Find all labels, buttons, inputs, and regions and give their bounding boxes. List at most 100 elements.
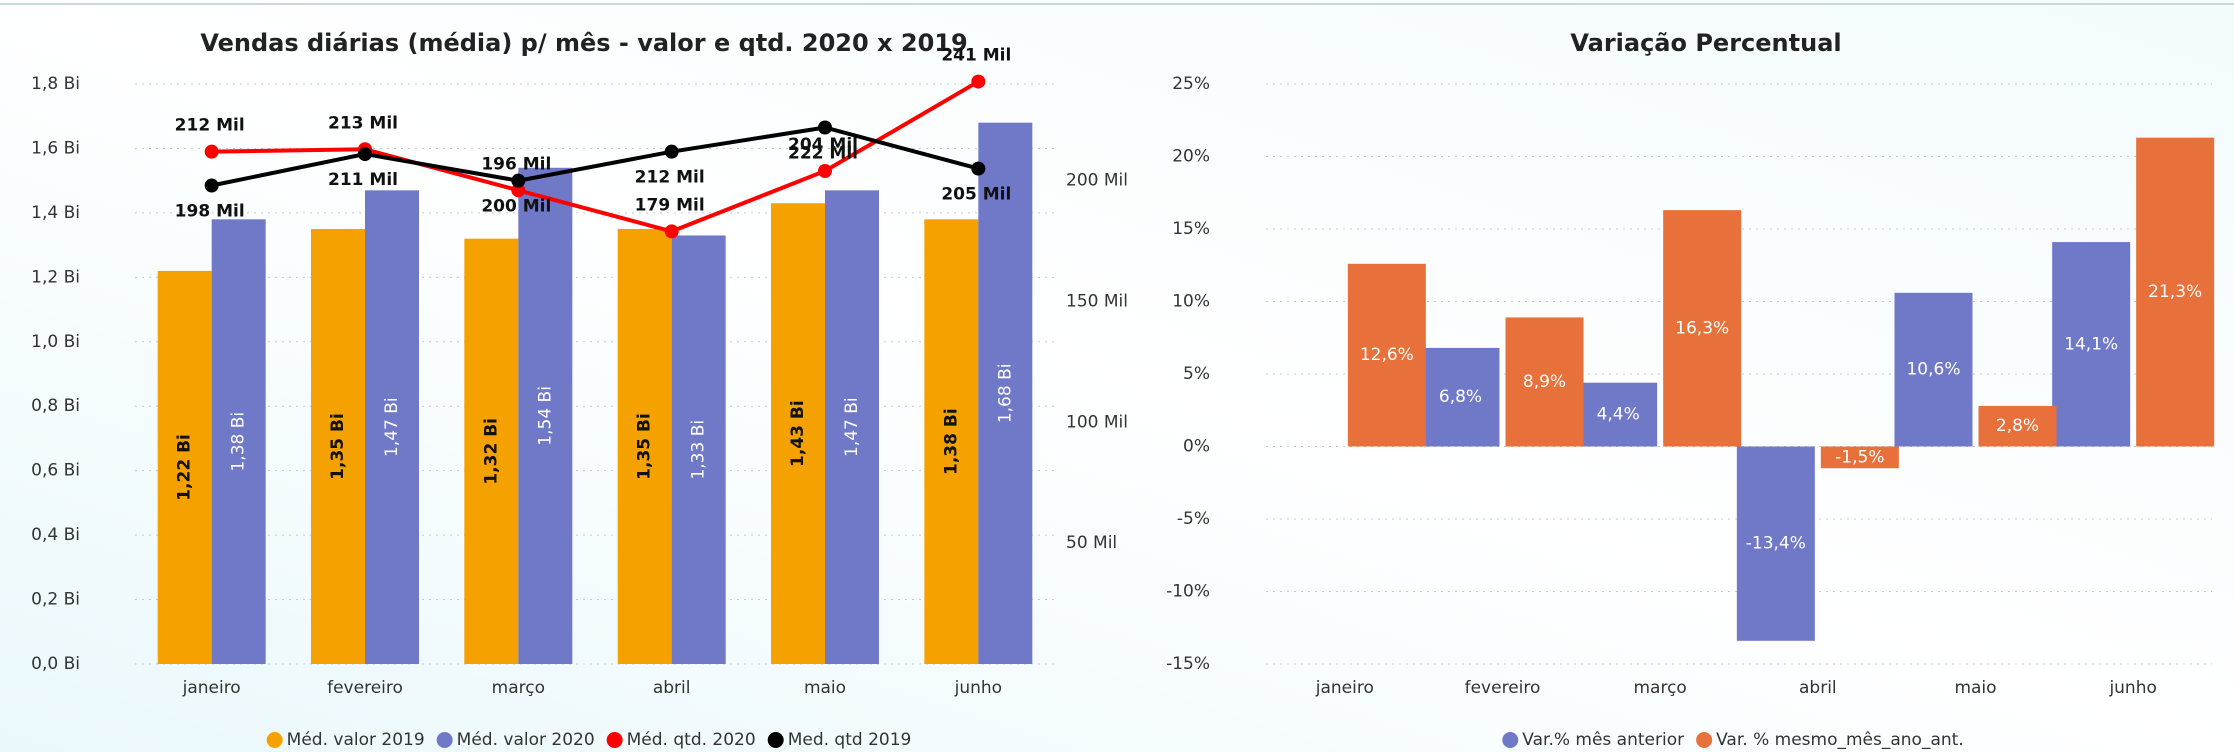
- line-point: [358, 147, 372, 162]
- line-point: [971, 161, 986, 176]
- data-label: 1,38 Bi: [941, 408, 961, 475]
- bar: [311, 229, 365, 664]
- line: [211, 125, 979, 188]
- line-point: [204, 144, 219, 159]
- legend: Méd. valor 2019 Méd. valor 2020 Méd. qtd. …: [266, 730, 912, 750]
- x-tick-label: abril: [653, 678, 691, 698]
- data-label: -1,5%: [1835, 447, 1884, 467]
- legend-label: Var.% mês anterior: [1522, 730, 1684, 750]
- y2-tick-label: 200 Mil: [1066, 171, 1128, 191]
- y-tick-label: 20%: [1172, 147, 1210, 167]
- legend-marker: [436, 732, 453, 748]
- data-label: 10,6%: [1906, 360, 1960, 380]
- line-point: [511, 183, 526, 198]
- legend-label: Med. qtd 2019: [788, 730, 912, 750]
- x-tick-label: abril: [1799, 678, 1837, 698]
- data-label: 4,4%: [1597, 405, 1640, 425]
- bar: [617, 229, 672, 664]
- legend-marker: [266, 732, 283, 748]
- data-label: 212 Mil: [175, 116, 245, 136]
- legend-label: Var. % mesmo_mês_ano_ant.: [1716, 730, 1964, 750]
- y-tick-label: -15%: [1166, 654, 1210, 674]
- y-tick-label: 5%: [1183, 364, 1210, 384]
- x-tick-label: maio: [804, 678, 846, 698]
- legend-marker: [1696, 732, 1713, 748]
- data-label: 6,8%: [1439, 387, 1482, 407]
- y-tick-label: 0,6 Bi: [31, 461, 80, 481]
- y-tick-label: -5%: [1177, 509, 1210, 529]
- data-label: 196 Mil: [481, 154, 551, 174]
- y2-tick-label: 100 Mil: [1066, 412, 1128, 432]
- legend-label: Méd. qtd. 2020: [627, 730, 756, 750]
- y-tick-label: 0,0 Bi: [31, 654, 80, 674]
- data-label: 1,54 Bi: [535, 386, 555, 446]
- data-label: 8,9%: [1523, 372, 1566, 392]
- y-tick-label: 0%: [1183, 437, 1210, 457]
- legend-marker: [1502, 732, 1519, 748]
- y-tick-label: 15%: [1172, 219, 1210, 239]
- data-label: 1,22 Bi: [175, 434, 195, 501]
- y2-tick-label: 150 Mil: [1066, 292, 1128, 312]
- chart-title: Variação Percentual: [1570, 29, 1841, 57]
- data-label: 1,32 Bi: [481, 418, 501, 485]
- bar: [211, 219, 266, 665]
- bar: [464, 238, 519, 664]
- line-point: [664, 144, 679, 159]
- bar: [924, 219, 979, 665]
- bar: [1894, 292, 1973, 447]
- y-tick-label: -10%: [1166, 582, 1210, 602]
- legend-label: Méd. valor 2019: [287, 730, 425, 750]
- y-tick-label: 1,0 Bi: [31, 332, 80, 352]
- data-label: 213 Mil: [328, 113, 398, 133]
- data-label: 1,35 Bi: [328, 413, 348, 480]
- line-point: [818, 164, 832, 178]
- bar: [1978, 405, 2057, 447]
- x-tick-label: junho: [954, 678, 1002, 698]
- line-point: [818, 120, 832, 135]
- line-point: [664, 224, 679, 239]
- x-tick-label: março: [492, 678, 545, 698]
- data-label: 211 Mil: [328, 170, 398, 190]
- bar: [1347, 263, 1426, 447]
- bar: [825, 190, 879, 665]
- bar: [771, 203, 825, 664]
- legend-label: Méd. valor 2020: [457, 730, 595, 750]
- line-point: [971, 74, 986, 89]
- data-label: 1,33 Bi: [689, 420, 709, 480]
- data-label: 1,68 Bi: [995, 364, 1015, 424]
- bar: [2136, 137, 2215, 447]
- bar: [1421, 347, 1500, 447]
- legend-marker: [606, 732, 623, 748]
- data-label: 16,3%: [1675, 318, 1729, 338]
- x-tick-label: junho: [2108, 678, 2156, 698]
- data-label: 1,38 Bi: [229, 412, 249, 472]
- chart-title: Vendas diárias (média) p/ mês - valor e …: [200, 29, 967, 57]
- data-label: 200 Mil: [481, 197, 551, 217]
- y-tick-label: 1,8 Bi: [31, 74, 80, 94]
- y-tick-label: 1,4 Bi: [31, 203, 80, 223]
- line: [211, 79, 980, 234]
- y-tick-label: 0,2 Bi: [31, 590, 80, 610]
- data-label: 1,47 Bi: [842, 397, 862, 457]
- bar: [157, 270, 212, 664]
- data-label: 204 Mil: [788, 135, 858, 155]
- data-label: 198 Mil: [175, 202, 245, 222]
- y-tick-label: 10%: [1172, 292, 1210, 312]
- data-label: 1,47 Bi: [382, 397, 402, 457]
- x-tick-label: fevereiro: [1465, 678, 1541, 698]
- data-label: -13,4%: [1746, 534, 1806, 554]
- y-tick-label: 25%: [1172, 74, 1210, 94]
- bar: [518, 167, 573, 664]
- legend: Var.% mês anterior Var. % mesmo_mês_ano_a…: [1502, 730, 1964, 750]
- bar: [1663, 210, 1742, 447]
- y-tick-label: 1,6 Bi: [31, 138, 80, 158]
- bar: [365, 190, 419, 665]
- bar: [1505, 317, 1584, 447]
- x-tick-label: janeiro: [1315, 678, 1374, 698]
- line-point: [511, 173, 526, 188]
- data-label: 179 Mil: [635, 195, 705, 215]
- x-tick-label: janeiro: [182, 678, 241, 698]
- data-label: 1,43 Bi: [788, 400, 808, 467]
- x-tick-label: maio: [1954, 678, 1996, 698]
